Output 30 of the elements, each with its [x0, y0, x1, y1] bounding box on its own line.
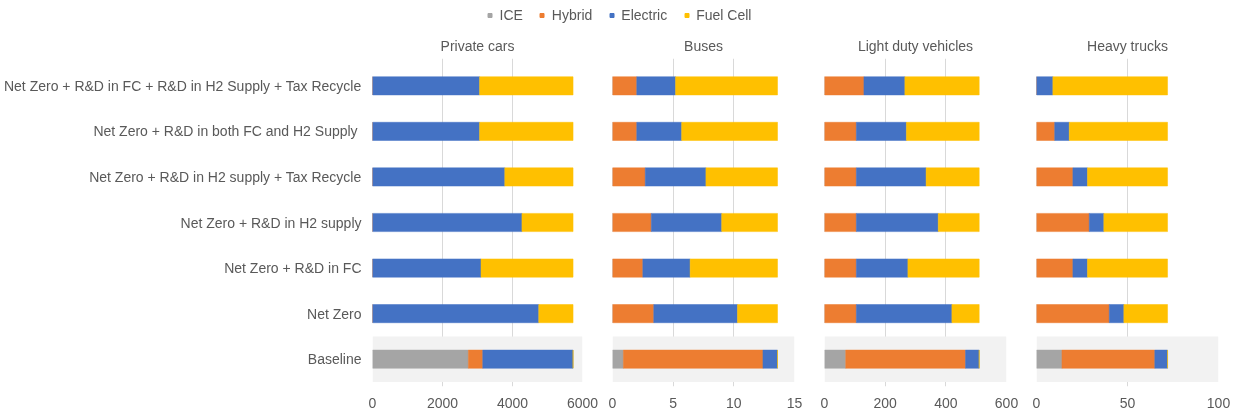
y-tick-label: Baseline	[307, 351, 362, 368]
x-tick-label: 0	[368, 394, 377, 411]
x-tick-label: 600	[994, 394, 1019, 411]
chart-title: Private cars	[440, 37, 515, 54]
x-tick-label: 6000	[566, 394, 599, 411]
legend-label: Electric	[621, 7, 668, 23]
y-tick-label: Net Zero + R&D in FC + R&D in H2 Supply + Tax Recycle	[3, 77, 362, 94]
x-tick-label: 5	[669, 394, 678, 411]
x-tick-label: 100	[1206, 394, 1231, 411]
x-tick-label: 0	[820, 394, 829, 411]
y-tick-label: Net Zero + R&D in FC	[224, 260, 362, 277]
x-tick-label: 400	[934, 394, 958, 411]
y-tick-label: Net Zero + R&D in H2 supply	[180, 214, 362, 231]
chart-title: Buses	[684, 37, 723, 54]
x-tick-label: 15	[786, 394, 803, 411]
legend-label: Hybrid	[551, 7, 593, 23]
y-tick-label: Net Zero + R&D in H2 supply + Tax Recycle	[89, 168, 362, 185]
y-tick-label: Net Zero	[307, 305, 362, 322]
x-tick-label: 0	[608, 394, 617, 411]
x-tick-label: 200	[873, 394, 898, 411]
x-tick-label: 2000	[426, 394, 459, 411]
x-tick-label: 50	[1119, 394, 1136, 411]
x-tick-label: 10	[726, 394, 742, 411]
legend-label: Fuel Cell	[696, 7, 752, 23]
chart-title: Light duty vehicles	[857, 37, 974, 54]
legend-label: ICE	[499, 7, 523, 23]
x-tick-label: 4000	[496, 394, 529, 411]
x-tick-label: 0	[1032, 394, 1041, 411]
y-tick-label: Net Zero + R&D in both FC and H2 Supply	[93, 123, 358, 140]
chart-title: Heavy trucks	[1087, 37, 1168, 54]
